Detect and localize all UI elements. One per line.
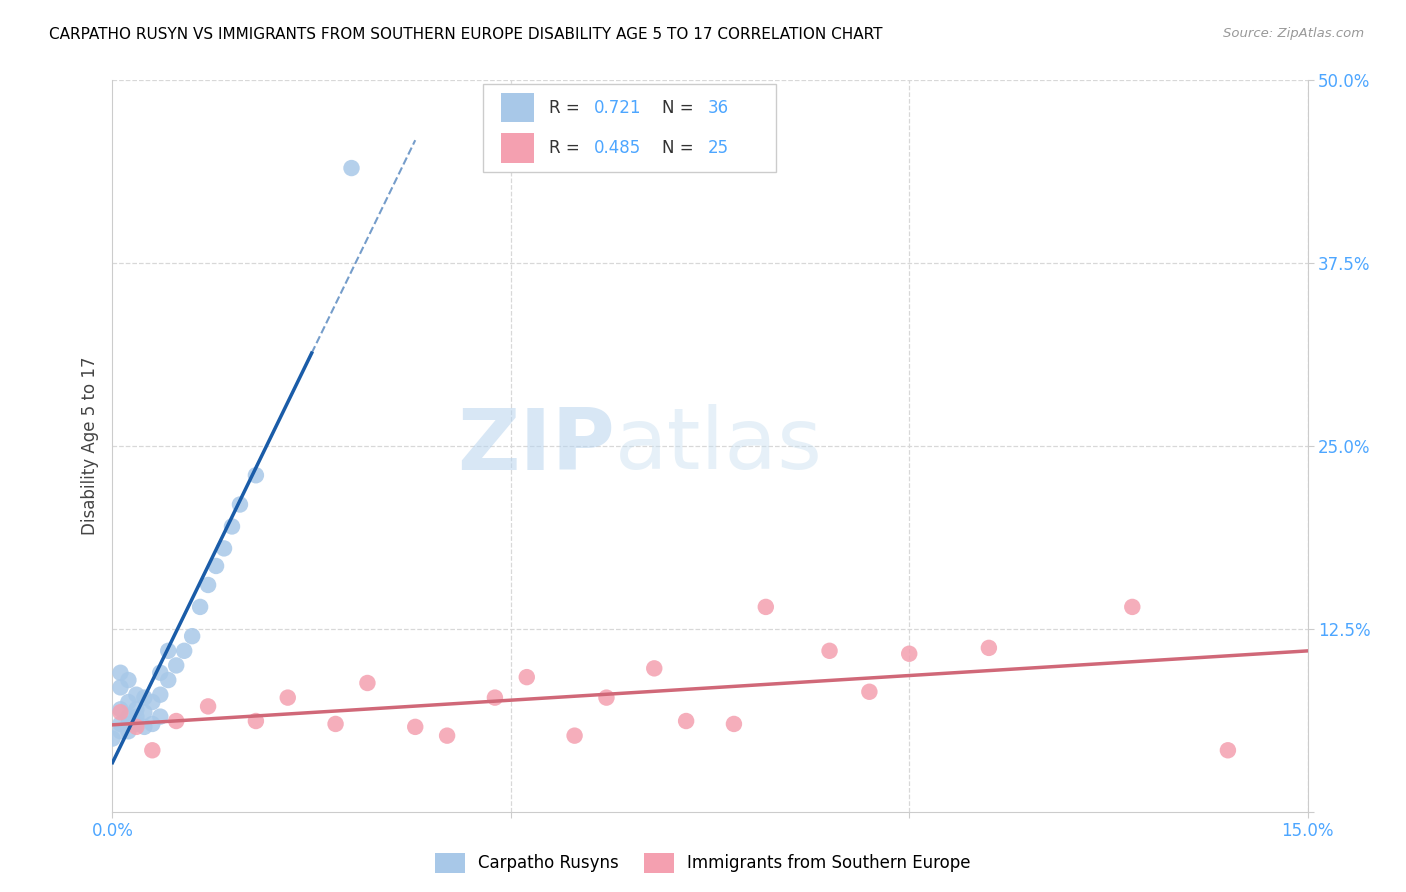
Point <box>134 705 156 719</box>
Point <box>516 670 538 684</box>
Point <box>436 729 458 743</box>
Point <box>818 644 841 658</box>
Point <box>977 640 1000 655</box>
Point <box>141 743 163 757</box>
Text: R =: R = <box>548 139 585 157</box>
Point <box>205 558 228 573</box>
Point <box>110 681 132 695</box>
Point <box>165 658 187 673</box>
Point <box>404 720 426 734</box>
Point <box>125 709 148 723</box>
Text: ZIP: ZIP <box>457 404 614 488</box>
Point <box>134 720 156 734</box>
Point <box>157 673 180 687</box>
Point <box>564 729 586 743</box>
Point <box>1121 599 1143 614</box>
Point <box>117 709 139 723</box>
Point <box>484 690 506 705</box>
Point <box>595 690 617 705</box>
Point <box>898 647 921 661</box>
Point <box>125 720 148 734</box>
Text: 0.721: 0.721 <box>595 99 641 117</box>
Point <box>340 161 363 175</box>
Point <box>110 717 132 731</box>
Point <box>245 468 267 483</box>
Point <box>117 695 139 709</box>
Point <box>117 717 139 731</box>
Point <box>117 724 139 739</box>
Point <box>755 599 778 614</box>
Point <box>675 714 697 728</box>
Text: 36: 36 <box>707 99 728 117</box>
Point <box>723 717 745 731</box>
Bar <box>501 133 534 162</box>
Point <box>277 690 299 705</box>
Point <box>141 717 163 731</box>
Point <box>134 690 156 705</box>
Point <box>101 731 124 746</box>
Point <box>356 676 378 690</box>
Point <box>110 724 132 739</box>
Point <box>149 665 172 680</box>
Point <box>212 541 235 556</box>
Point <box>1216 743 1239 757</box>
Point <box>110 702 132 716</box>
Point <box>858 685 880 699</box>
Text: R =: R = <box>548 99 585 117</box>
Point <box>117 673 139 687</box>
Bar <box>501 93 534 122</box>
Text: 25: 25 <box>707 139 728 157</box>
Point <box>325 717 347 731</box>
Point <box>149 688 172 702</box>
Text: atlas: atlas <box>614 404 823 488</box>
Legend: Carpatho Rusyns, Immigrants from Southern Europe: Carpatho Rusyns, Immigrants from Souther… <box>429 847 977 880</box>
Point <box>188 599 211 614</box>
Text: Source: ZipAtlas.com: Source: ZipAtlas.com <box>1223 27 1364 40</box>
Point <box>181 629 204 643</box>
Point <box>197 699 219 714</box>
Text: N =: N = <box>662 99 699 117</box>
Point <box>149 709 172 723</box>
Point <box>197 578 219 592</box>
Point <box>125 688 148 702</box>
Text: 0.485: 0.485 <box>595 139 641 157</box>
Text: CARPATHO RUSYN VS IMMIGRANTS FROM SOUTHERN EUROPE DISABILITY AGE 5 TO 17 CORRELA: CARPATHO RUSYN VS IMMIGRANTS FROM SOUTHE… <box>49 27 883 42</box>
Point <box>125 717 148 731</box>
Point <box>643 661 665 675</box>
Point <box>245 714 267 728</box>
Point <box>141 695 163 709</box>
Point <box>110 705 132 719</box>
Y-axis label: Disability Age 5 to 17: Disability Age 5 to 17 <box>80 357 98 535</box>
Point <box>165 714 187 728</box>
Text: N =: N = <box>662 139 699 157</box>
Point <box>221 519 243 533</box>
FancyBboxPatch shape <box>484 84 776 171</box>
Point <box>110 665 132 680</box>
Point <box>157 644 180 658</box>
Point <box>229 498 252 512</box>
Point <box>173 644 195 658</box>
Point <box>125 702 148 716</box>
